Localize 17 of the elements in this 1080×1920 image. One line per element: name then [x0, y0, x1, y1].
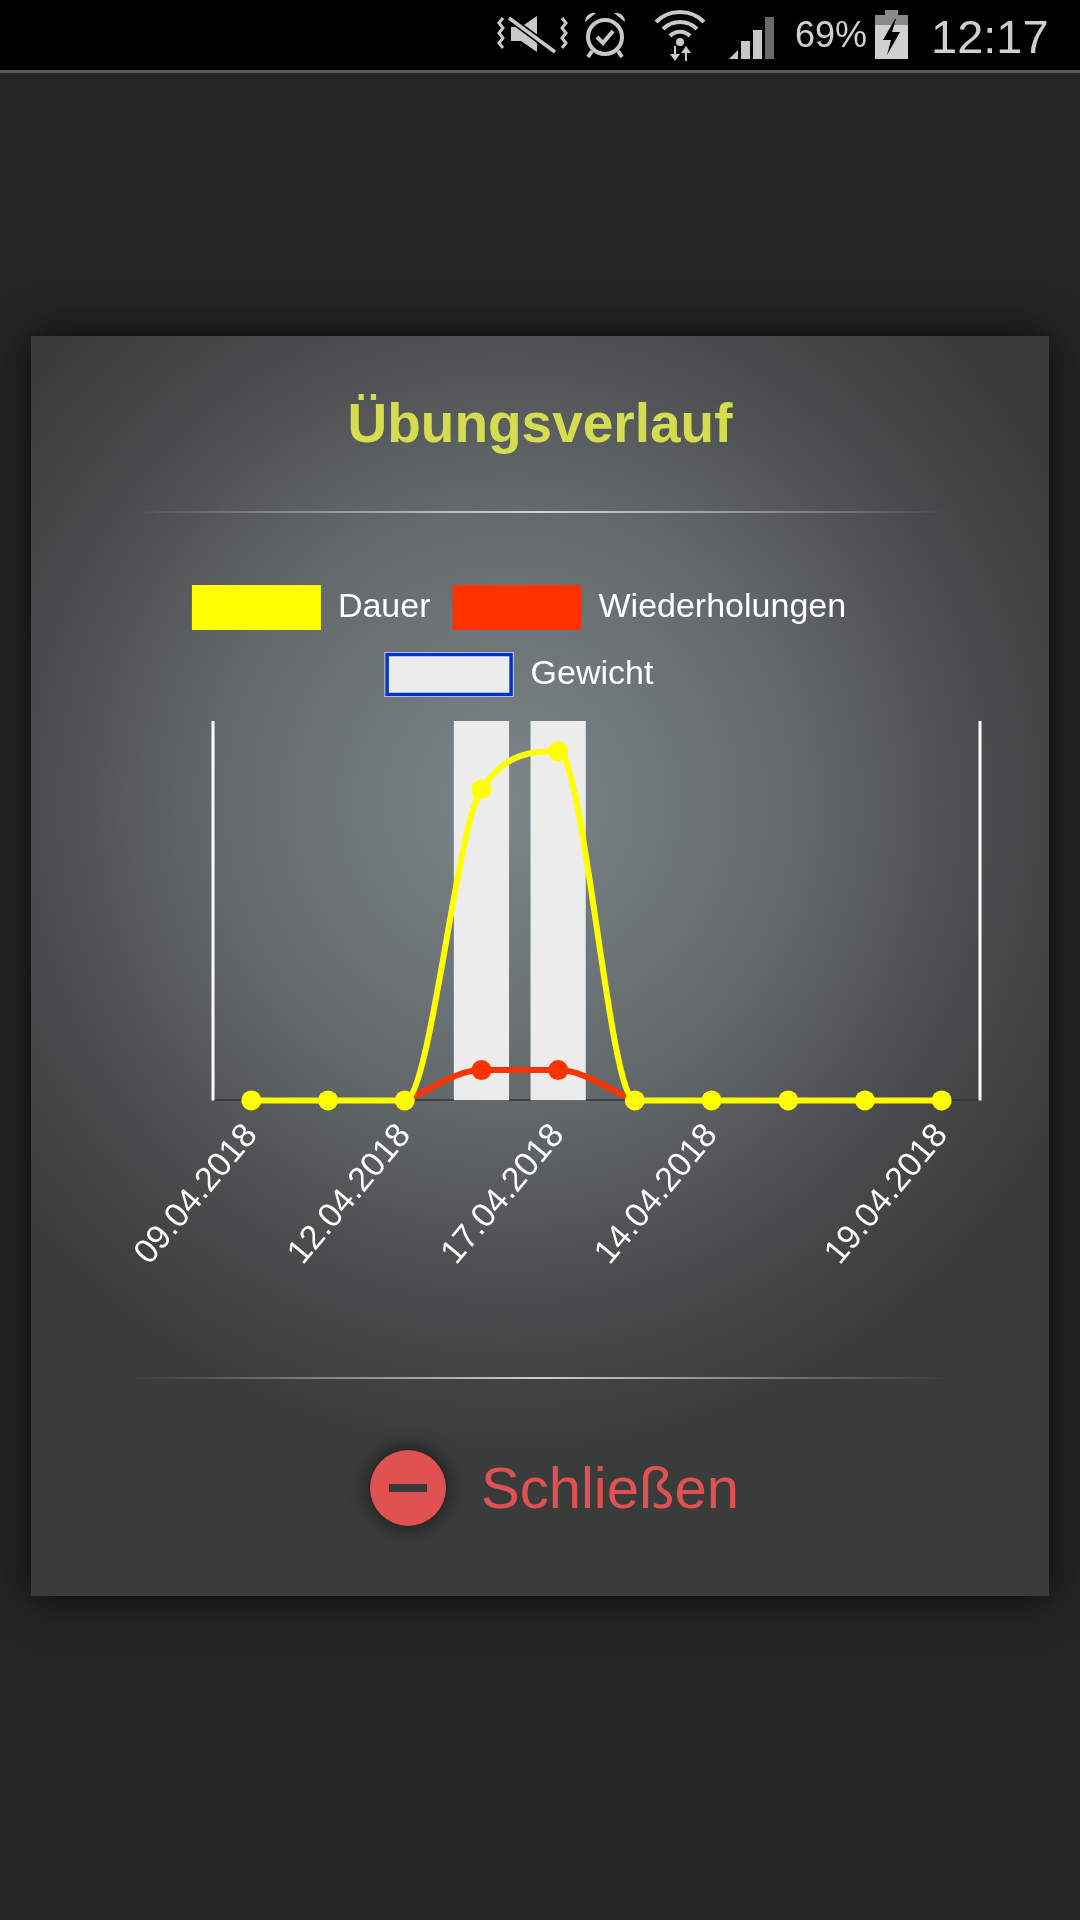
legend-label: Gewicht	[530, 652, 654, 691]
text: 12:17	[931, 10, 1049, 63]
point	[241, 1090, 262, 1111]
text: 69%	[795, 14, 868, 55]
legend-label: Wiederholungen	[598, 585, 847, 624]
text: Schließen	[481, 1454, 739, 1522]
chart-title: Übungsverlauf	[346, 391, 734, 456]
point	[318, 1090, 339, 1111]
point	[854, 1090, 875, 1111]
legend-label: Dauer	[337, 585, 431, 624]
point	[548, 1060, 569, 1081]
point	[701, 1090, 722, 1111]
point	[931, 1090, 952, 1111]
point	[778, 1090, 799, 1111]
point	[471, 779, 492, 800]
point	[471, 1060, 492, 1081]
point	[548, 741, 569, 762]
